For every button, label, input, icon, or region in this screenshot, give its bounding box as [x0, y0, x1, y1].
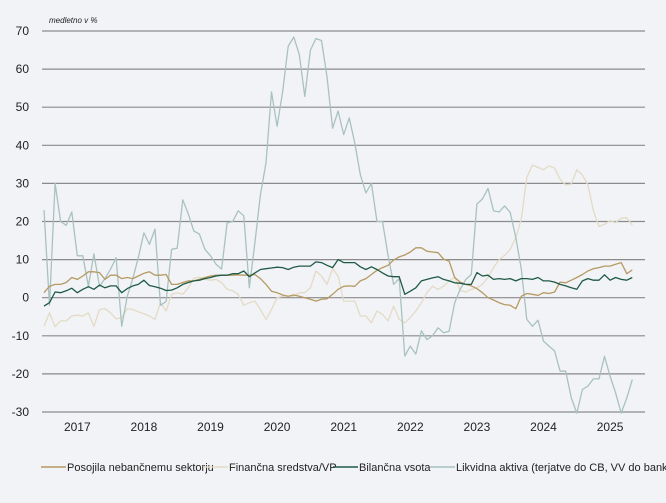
y-tick-label: 10: [16, 253, 30, 267]
legend: Posojila nebančnemu sektorju Finančna sre…: [41, 462, 666, 474]
y-tick-label: 60: [16, 62, 30, 76]
y-tick-label: 0: [22, 291, 29, 305]
series-line-3: [43, 36, 633, 414]
series-line-0: [43, 247, 633, 310]
legend-label: Likvidna aktiva (terjatve do CB, VV do b…: [456, 462, 666, 474]
x-axis-ticks: 2017 2018 2019 2020 2021 2022 2023 2024 2025: [64, 420, 624, 434]
series-lines: [43, 36, 633, 414]
y-tick-label: 50: [16, 100, 30, 114]
x-tick-label: 2020: [264, 420, 291, 434]
unit-label: medletno v %: [49, 16, 97, 25]
series-line-1: [43, 164, 633, 328]
y-tick-label: -20: [12, 367, 30, 381]
legend-label: Finančna sredstva/VP: [229, 462, 337, 474]
x-tick-label: 2022: [397, 420, 424, 434]
series-line-2: [43, 258, 633, 307]
x-tick-label: 2018: [131, 420, 158, 434]
y-tick-label: 40: [16, 138, 30, 152]
y-tick-label: -10: [12, 329, 30, 343]
y-tick-label: -30: [12, 405, 30, 419]
legend-item: Posojila nebančnemu sektorju: [41, 462, 214, 474]
x-tick-label: 2017: [64, 420, 91, 434]
y-tick-label: 30: [16, 176, 30, 190]
x-tick-label: 2025: [597, 420, 624, 434]
y-tick-label: 70: [16, 24, 30, 38]
y-axis-ticks: 70 60 50 40 30 20 10 0 -10 -20 -30: [12, 24, 30, 419]
y-tick-label: 20: [16, 215, 30, 229]
legend-item: Likvidna aktiva (terjatve do CB, VV do b…: [430, 462, 666, 474]
legend-label: Posojila nebančnemu sektorju: [67, 462, 214, 474]
legend-item: Finančna sredstva/VP: [203, 462, 337, 474]
x-tick-label: 2024: [530, 420, 557, 434]
legend-label: Bilančna vsota: [359, 462, 431, 474]
x-tick-label: 2021: [330, 420, 357, 434]
x-tick-label: 2019: [197, 420, 224, 434]
x-tick-label: 2023: [464, 420, 491, 434]
legend-item: Bilančna vsota: [333, 462, 431, 474]
gridlines: [42, 30, 645, 413]
